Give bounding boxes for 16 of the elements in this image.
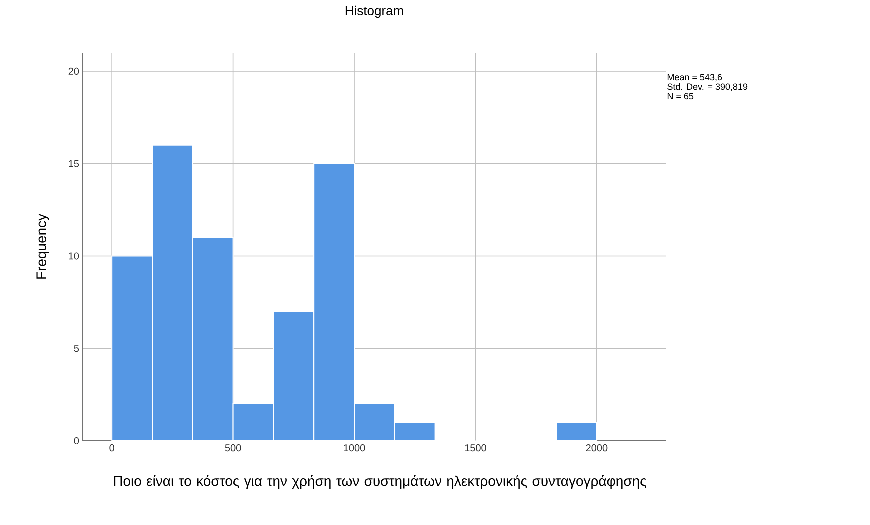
y-tick-label: 10 <box>69 252 80 260</box>
chart-title: Histogram <box>346 6 404 18</box>
x-tick-label: 1000 <box>344 444 366 452</box>
x-axis-title: Ποιο είναι το κόστος για την χρήση των συστημάτων ηλεκτρονικής συνταγογράφησης <box>114 476 646 489</box>
y-axis-title: Frequency <box>36 214 50 279</box>
x-tick-label: 1500 <box>465 444 486 452</box>
text: Std. Dev. = 390,819 <box>668 83 748 92</box>
y-tick-label: 5 <box>74 345 80 352</box>
text: N = 65 <box>668 93 694 100</box>
y-tick-label: 15 <box>69 160 80 168</box>
x-tick-label: 0 <box>110 444 114 452</box>
x-tick-label: 500 <box>225 444 242 452</box>
text: Mean = 543,6 <box>668 74 722 82</box>
y-tick-label: 20 <box>68 68 80 76</box>
x-tick-label: 2000 <box>586 444 608 452</box>
y-tick-label: 0 <box>74 437 80 445</box>
